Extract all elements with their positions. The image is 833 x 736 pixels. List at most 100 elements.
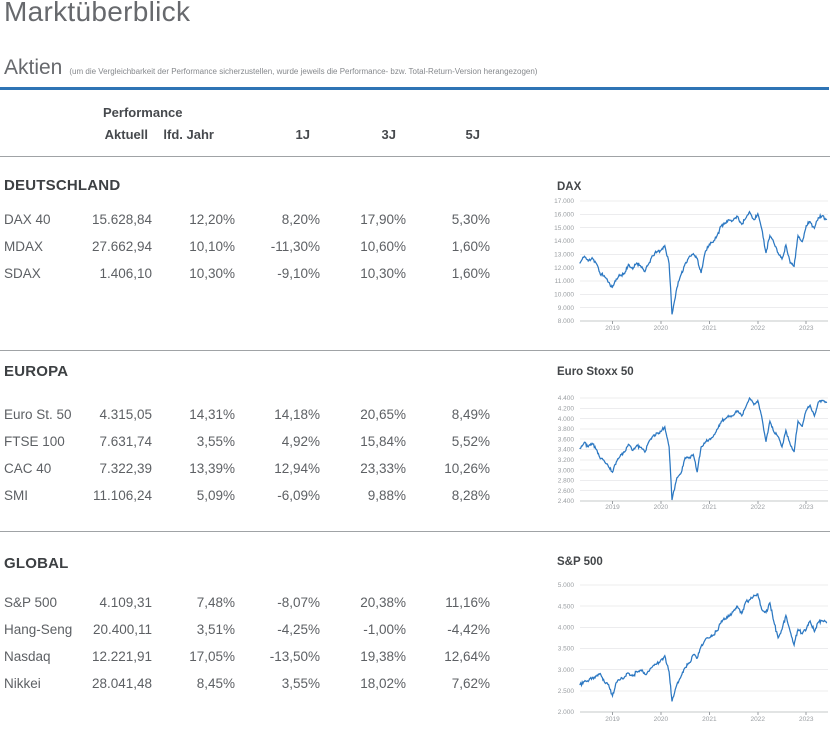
svg-text:2.800: 2.800	[558, 478, 575, 485]
section-global: GLOBAL S&P 500 4.109,31 7,48% -8,07% 20,…	[4, 556, 494, 697]
value-1j: -4,25%	[277, 622, 320, 637]
table-column-headers: Aktuell lfd. Jahr 1J 3J 5J	[4, 127, 494, 142]
divider-deutschland-europa	[0, 350, 830, 351]
value-aktuell: 11.106,24	[92, 488, 152, 503]
divider-europa-global	[0, 531, 830, 532]
value-1j: -9,10%	[277, 266, 320, 281]
value-lfd-jahr: 13,39%	[189, 461, 235, 476]
value-3j: -1,00%	[363, 622, 406, 637]
svg-text:3.000: 3.000	[558, 667, 575, 674]
table-row: Hang-Seng 20.400,11 3,51% -4,25% -1,00% …	[4, 616, 494, 643]
chart-euro-stoxx-50: Euro Stoxx 50 2.400 2.600 2.800 3.000 3.200 3…	[540, 366, 832, 521]
value-lfd-jahr: 3,51%	[196, 622, 235, 637]
value-aktuell: 7.322,39	[99, 461, 152, 476]
column-header-spacer	[4, 127, 76, 142]
index-name: DAX 40	[4, 212, 51, 227]
index-name: FTSE 100	[4, 434, 65, 449]
svg-text:11.000: 11.000	[555, 278, 575, 285]
aktien-section-title: Aktien	[4, 56, 63, 79]
aktien-header: Aktien (um die Vergleichbarkeit der Perf…	[4, 56, 537, 80]
value-5j: 1,60%	[451, 239, 490, 254]
value-1j: 4,92%	[281, 434, 320, 449]
section-europa: EUROPA Euro St. 50 4.315,05 14,31% 14,18…	[4, 364, 494, 509]
value-lfd-jahr: 10,30%	[189, 266, 235, 281]
value-1j: 14,18%	[274, 407, 320, 422]
index-name: SMI	[4, 488, 29, 503]
svg-text:10.000: 10.000	[554, 292, 574, 299]
aktien-note: (um die Vergleichbarkeit der Performance…	[69, 67, 538, 76]
value-aktuell: 7.631,74	[99, 434, 152, 449]
column-header-1j: 1J	[295, 127, 310, 142]
performance-group-label: Performance	[103, 105, 183, 120]
svg-text:5.000: 5.000	[558, 582, 575, 589]
svg-text:2020: 2020	[654, 504, 669, 511]
table-row: CAC 40 7.322,39 13,39% 12,94% 23,33% 10,…	[4, 455, 494, 482]
column-header-aktuell: Aktuell	[104, 127, 148, 142]
value-3j: 17,90%	[360, 212, 406, 227]
svg-text:2020: 2020	[654, 325, 669, 332]
value-5j: 5,52%	[451, 434, 490, 449]
value-lfd-jahr: 17,05%	[189, 649, 235, 664]
svg-text:3.200: 3.200	[558, 457, 575, 464]
value-aktuell: 15.628,84	[91, 212, 152, 227]
svg-text:3.500: 3.500	[558, 646, 575, 653]
value-3j: 19,38%	[360, 649, 406, 664]
column-header-lfd-jahr: lfd. Jahr	[163, 127, 214, 142]
table-row: S&P 500 4.109,31 7,48% -8,07% 20,38% 11,…	[4, 589, 494, 616]
value-5j: 11,16%	[445, 595, 490, 610]
svg-text:4.200: 4.200	[558, 406, 575, 413]
svg-text:4.000: 4.000	[558, 416, 575, 423]
page-title: Marktüberblick	[4, 0, 191, 27]
section-title: DEUTSCHLAND	[4, 177, 121, 194]
chart-title-dax: DAX	[557, 181, 582, 193]
svg-text:15.000: 15.000	[554, 225, 574, 232]
value-1j: -11,30%	[270, 239, 320, 254]
section-rows: Euro St. 50 4.315,05 14,31% 14,18% 20,65…	[4, 401, 494, 509]
value-1j: 3,55%	[281, 676, 320, 691]
value-1j: -8,07%	[277, 595, 320, 610]
value-lfd-jahr: 7,48%	[196, 595, 235, 610]
dax-chart-canvas: 8.000 9.000 10.000 11.000 12.000 13.000 14.000…	[554, 198, 828, 332]
header-rule	[0, 87, 829, 90]
value-lfd-jahr: 5,09%	[196, 488, 235, 503]
value-5j: 12,64%	[444, 649, 490, 664]
svg-text:3.800: 3.800	[558, 426, 575, 433]
svg-text:4.000: 4.000	[558, 625, 575, 632]
svg-text:2.400: 2.400	[558, 498, 575, 505]
svg-text:13.000: 13.000	[554, 252, 574, 259]
value-aktuell: 12.221,91	[91, 649, 152, 664]
column-header-3j: 3J	[381, 127, 396, 142]
table-row: Euro St. 50 4.315,05 14,31% 14,18% 20,65…	[4, 401, 494, 428]
value-5j: 1,60%	[451, 266, 490, 281]
svg-text:2022: 2022	[751, 716, 766, 723]
column-header-5j: 5J	[465, 127, 480, 142]
value-5j: 7,62%	[451, 676, 490, 691]
chart-title-euro-stoxx: Euro Stoxx 50	[557, 366, 634, 378]
table-row: MDAX 27.662,94 10,10% -11,30% 10,60% 1,6…	[4, 233, 494, 260]
value-lfd-jahr: 8,45%	[196, 676, 235, 691]
svg-text:2019: 2019	[605, 504, 620, 511]
index-name: CAC 40	[4, 461, 52, 476]
svg-text:2022: 2022	[751, 325, 766, 332]
svg-text:4.400: 4.400	[558, 395, 575, 402]
svg-text:3.400: 3.400	[558, 447, 575, 454]
svg-text:2022: 2022	[751, 504, 766, 511]
value-1j: -6,09%	[277, 488, 320, 503]
svg-text:3.600: 3.600	[558, 436, 575, 443]
value-lfd-jahr: 14,31%	[189, 407, 235, 422]
index-name: MDAX	[4, 239, 44, 254]
value-5j: 8,28%	[451, 488, 490, 503]
section-title: GLOBAL	[4, 555, 69, 572]
svg-text:2019: 2019	[605, 325, 620, 332]
section-rows: DAX 40 15.628,84 12,20% 8,20% 17,90% 5,3…	[4, 206, 494, 287]
value-3j: 20,38%	[360, 595, 406, 610]
value-3j: 18,02%	[360, 676, 406, 691]
svg-text:2.000: 2.000	[558, 709, 575, 716]
value-lfd-jahr: 10,10%	[189, 239, 235, 254]
section-deutschland: DEUTSCHLAND DAX 40 15.628,84 12,20% 8,20…	[4, 178, 494, 287]
value-1j: 8,20%	[281, 212, 320, 227]
table-row: SMI 11.106,24 5,09% -6,09% 9,88% 8,28%	[4, 482, 494, 509]
value-5j: 5,30%	[451, 212, 490, 227]
svg-text:2.500: 2.500	[558, 688, 575, 695]
index-name: S&P 500	[4, 595, 58, 610]
